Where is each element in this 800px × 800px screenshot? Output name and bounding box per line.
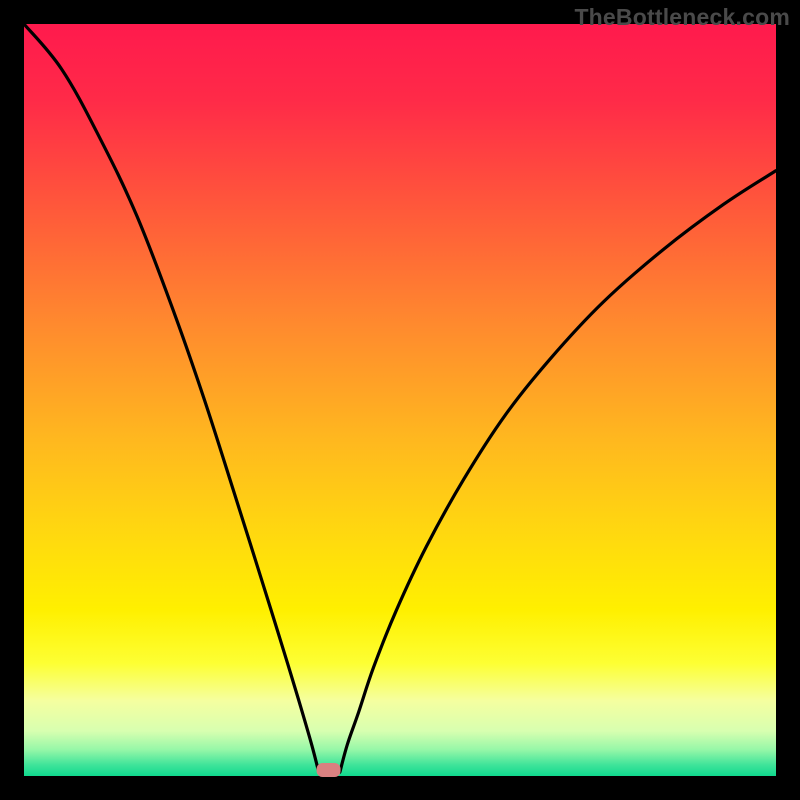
optimal-point-marker	[317, 763, 341, 777]
chart-frame: TheBottleneck.com	[0, 0, 800, 800]
bottleneck-chart	[0, 0, 800, 800]
gradient-background	[24, 24, 776, 776]
